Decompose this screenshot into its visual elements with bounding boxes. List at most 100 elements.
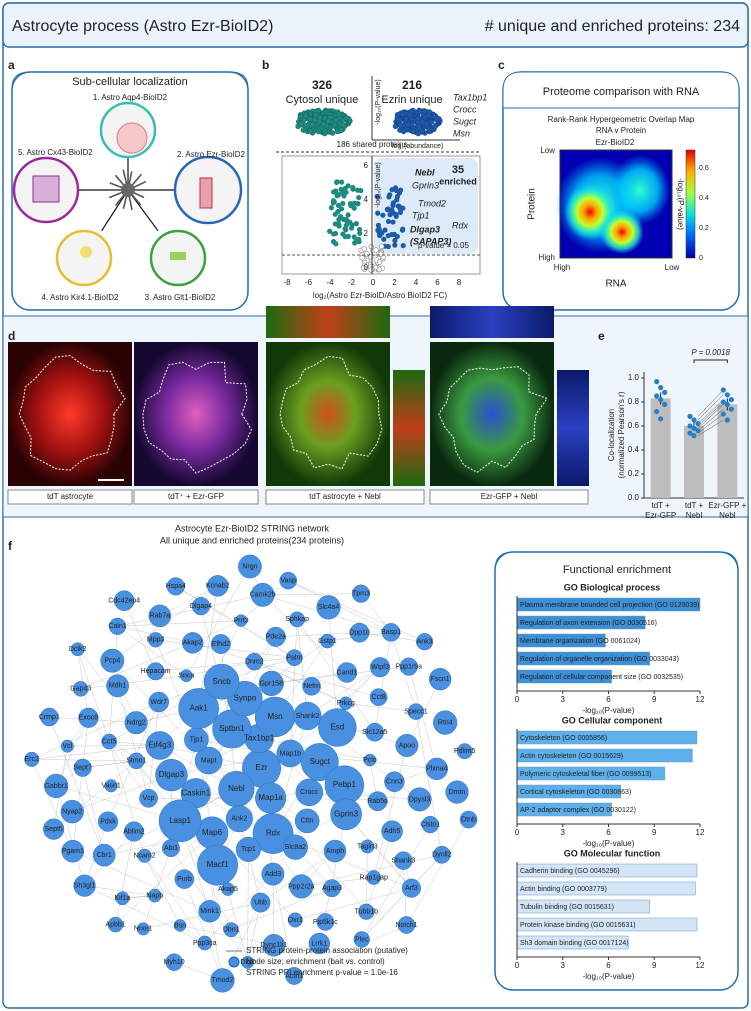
data-point xyxy=(658,416,664,422)
network-edge xyxy=(270,797,367,912)
y-tick-label: 0 xyxy=(364,263,369,272)
network-node xyxy=(24,751,40,767)
volcano-dot xyxy=(374,193,380,200)
x-tick-label: 6 xyxy=(606,695,611,704)
data-point xyxy=(720,399,726,405)
transporter xyxy=(170,252,186,260)
network-node xyxy=(429,668,452,691)
network-node xyxy=(262,934,286,957)
cluster-dot xyxy=(309,122,316,128)
node-label: Mdh1 xyxy=(109,683,127,690)
node-label: Tmod2 xyxy=(212,977,234,984)
data-point xyxy=(724,401,730,407)
node-label: Purb xyxy=(177,876,192,883)
network-node xyxy=(73,874,96,897)
network-node xyxy=(250,892,271,913)
term-label: Cadherin binding (GO 0045296) xyxy=(520,868,620,875)
data-point xyxy=(724,417,730,423)
network-node xyxy=(338,696,353,711)
panel-title: Proteome comparison with RNA xyxy=(543,86,700,98)
network-node xyxy=(293,701,322,731)
label: Nebl xyxy=(415,167,435,177)
pair-line xyxy=(697,399,724,424)
synapse xyxy=(199,177,213,209)
term-label: Regulation of axon extension (GO 0030516… xyxy=(520,620,657,627)
orthogonal-view xyxy=(430,306,554,338)
x-axis-label: -log₁₀(P-value) xyxy=(583,972,635,981)
node-label: Ubb xyxy=(254,899,267,906)
node-label: Cct5 xyxy=(102,738,117,745)
x-tick-label: 4 xyxy=(414,278,419,287)
label: Tmod2 xyxy=(418,198,446,208)
panel-title-box xyxy=(494,551,739,582)
node-label: Sh3gl1 xyxy=(74,883,96,890)
bar xyxy=(650,398,671,498)
node-label: Clstn1 xyxy=(420,821,440,828)
label: Low xyxy=(665,263,680,272)
image-caption: tdT⁺ + Ezr-GFP xyxy=(168,492,224,501)
network-edge xyxy=(204,873,274,944)
y-tick-label: 0.6 xyxy=(628,421,640,430)
arrow xyxy=(101,189,129,232)
network-node xyxy=(360,839,375,854)
cluster-dot xyxy=(315,107,321,114)
label: -log₁₀(P-value) xyxy=(676,178,685,230)
node-label: Rdx xyxy=(266,829,280,838)
orthogonal-view xyxy=(557,370,589,486)
network-edge xyxy=(366,831,393,912)
caption-box xyxy=(133,489,259,505)
network-node xyxy=(78,707,99,728)
node-label: Ablim2 xyxy=(123,828,145,835)
label: Msn xyxy=(453,128,470,138)
network-node xyxy=(433,710,458,735)
network-node xyxy=(384,771,405,792)
node-label: Synpo xyxy=(234,694,257,703)
volcano-dot xyxy=(334,179,340,185)
x-tick-label: -6 xyxy=(305,278,313,287)
micrograph xyxy=(134,342,258,486)
network-node xyxy=(197,844,239,886)
caption-box xyxy=(265,489,425,505)
network-node xyxy=(210,968,235,993)
x-tick-label: 6 xyxy=(435,278,440,287)
data-point xyxy=(654,409,660,415)
network-node xyxy=(323,839,347,863)
node-label: Shank3 xyxy=(391,857,415,864)
cluster-dot xyxy=(307,128,314,134)
node-label: Esd xyxy=(330,723,344,732)
node-label: Ncam2 xyxy=(133,853,155,860)
volcano-dot xyxy=(385,218,392,225)
network-edge xyxy=(361,854,443,940)
network-node xyxy=(155,758,188,792)
volcano-dot xyxy=(336,192,342,198)
network-node xyxy=(198,900,221,923)
cluster-dot xyxy=(325,118,332,125)
network-node xyxy=(124,711,148,735)
data-point xyxy=(720,387,726,393)
network-node xyxy=(421,815,439,834)
network-node xyxy=(148,632,164,648)
node-label: Dpp10 xyxy=(349,630,370,637)
panel-letter: f xyxy=(8,539,13,553)
label: 0.2 xyxy=(699,225,709,232)
header-count: # unique and enriched proteins: 234 xyxy=(485,18,740,35)
node-label: Mink1 xyxy=(200,908,219,915)
colorbar xyxy=(685,149,696,259)
network-node xyxy=(108,617,127,635)
network-node xyxy=(433,845,451,864)
group-title: GO Cellular component xyxy=(562,715,663,725)
network-title: Astrocyte Ezr-BioID2 STRING network xyxy=(175,523,330,533)
node-label: Plec xyxy=(355,936,369,943)
network-edge xyxy=(222,902,261,981)
node-label: Msn xyxy=(267,712,282,721)
network-node xyxy=(44,773,69,799)
network-node xyxy=(258,670,284,697)
node-label: Slc4a4 xyxy=(318,604,340,611)
node-label: Vasp xyxy=(281,577,297,584)
volcano-dot xyxy=(373,247,379,253)
localization-label: 4. Astro Kir4.1-BioID2 xyxy=(42,293,119,302)
cluster-dot xyxy=(415,115,422,122)
heatmap-blob xyxy=(600,210,644,254)
x-tick-label: 9 xyxy=(652,961,657,970)
node-label: Wipf3 xyxy=(371,664,389,671)
